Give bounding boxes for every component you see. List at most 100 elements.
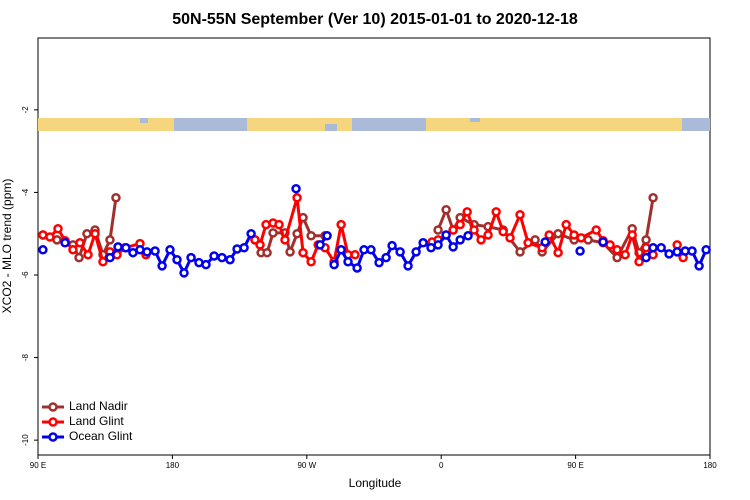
y-tick-label: -6 [21,271,30,279]
data-point [576,233,586,243]
data-point [350,250,360,260]
data-point [505,233,515,243]
data-point [540,237,550,247]
data-point [53,223,63,234]
data-point [285,247,295,257]
data-point [561,219,571,230]
data-point [694,261,704,271]
y-tick-label: -4 [21,188,30,196]
data-point [142,247,152,257]
data-point [111,193,121,203]
legend-item: Land Glint [42,414,124,428]
data-point [687,246,697,256]
data-point [292,193,302,203]
data-point [255,240,265,250]
data-point [268,228,278,238]
data-point [448,242,458,252]
x-tick-label: 90 E [30,461,46,470]
data-point [105,235,115,245]
data-point [90,228,100,239]
legend-label: Land Glint [69,414,124,428]
data-point [553,247,563,258]
data-point [403,261,413,271]
data-point [411,247,421,257]
data-point [575,246,585,256]
data-point [553,228,563,239]
data-point [656,242,666,253]
data-point [121,242,131,253]
data-point [366,245,376,255]
data-point [150,246,160,256]
x-tick-label: 0 [439,461,444,470]
data-point [352,263,362,273]
data-point [246,228,256,239]
data-point [498,226,508,237]
data-point [381,252,391,263]
data-point [239,242,249,253]
data-point [544,230,554,240]
y-tick-label: -10 [21,434,30,446]
data-point [113,242,123,252]
map-strip [38,118,710,131]
data-point [441,230,451,240]
data-point [329,259,339,270]
y-tick-label: -8 [21,353,30,361]
data-point [515,247,525,257]
x-tick-label: 90 W [297,461,316,470]
data-point [217,252,227,263]
legend-item: Land Nadir [42,399,128,413]
data-point [336,219,346,230]
data-point [523,238,533,248]
data-point [491,207,501,217]
data-point [612,245,622,255]
data-point [74,252,84,263]
data-point [280,235,290,245]
data-point [664,249,674,259]
data-point [98,257,108,267]
x-tick-label: 180 [703,461,717,470]
data-point [82,228,92,239]
data-point [455,235,465,245]
data-point [60,238,70,248]
data-point [262,247,272,258]
data-point [322,231,332,241]
data-point [186,252,196,263]
chart-title: 50N-55N September (Ver 10) 2015-01-01 to… [172,11,578,28]
data-point [172,254,182,265]
data-point [165,245,175,255]
legend-marker [48,402,58,412]
data-point [105,252,115,263]
data-point [612,252,622,263]
data-point [38,245,48,255]
series-line [108,232,708,277]
data-point [83,250,93,260]
data-point [343,257,353,267]
data-point [515,209,525,220]
data-point [336,245,346,255]
legend-item: Ocean Glint [42,429,133,443]
data-point [157,261,167,271]
data-point [469,225,479,235]
data-point [291,183,301,194]
data-point [45,232,55,242]
data-point [627,230,637,240]
data-point [672,247,682,257]
data-point [641,235,651,245]
data-point [75,238,85,248]
legend-label: Land Nadir [69,399,128,413]
data-point [387,240,397,251]
legend-marker [48,432,58,442]
data-point [634,257,644,267]
data-point [620,250,630,260]
data-point [418,238,428,248]
legend-label: Ocean Glint [69,429,133,443]
data-point [201,259,211,270]
data-point [448,225,458,235]
data-point [476,235,486,245]
data-point [433,225,443,235]
data-point [306,257,316,267]
data-point [701,245,711,255]
data-point [306,231,316,241]
y-axis-label: XCO2 - MLO trend (ppm) [0,179,14,314]
